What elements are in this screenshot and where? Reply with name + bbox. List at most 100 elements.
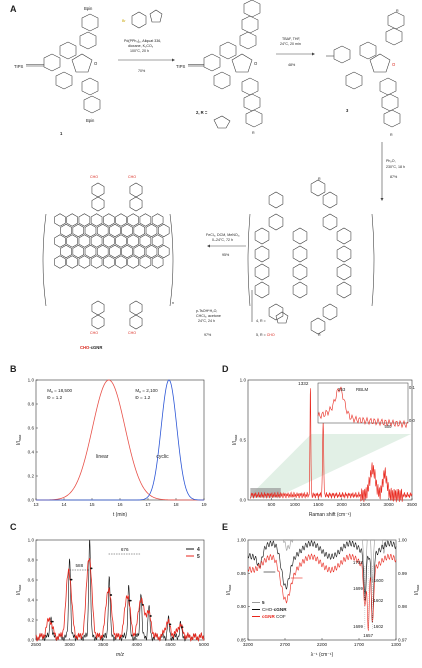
r-polymer-bottom: R <box>318 333 321 337</box>
ring <box>84 223 97 238</box>
peak-label-1602: 1602 <box>373 598 383 603</box>
panel-d-chart: 500 1000 1500 2000 2500 3000 3500 0.0 0.5 1.0 I/Im… <box>232 378 418 519</box>
panel-b-chart: 13 14 15 16 17 18 19 0.0 0.2 0.4 0.6 0.8 1.0 I/Imax t … <box>16 378 207 519</box>
step4-yield: 95% <box>222 253 230 257</box>
plot-frame <box>247 379 413 501</box>
step4-line1: FeCl₃, DCM, MeNO₂, <box>206 233 240 237</box>
annotation-cyclic: Mn = 2,100 <box>135 388 158 394</box>
ring <box>60 244 72 259</box>
ring <box>103 234 115 248</box>
step3-yield: 87% <box>390 175 398 179</box>
y-tick-label: 0.6 <box>28 578 35 583</box>
ring <box>78 213 91 227</box>
ring <box>127 234 139 248</box>
ring <box>254 227 270 245</box>
y-axis-label: I/Imax <box>16 434 22 445</box>
step5-line3: 24°C, 24 h <box>198 319 215 323</box>
step3-line1: Ph₂O, <box>386 159 396 163</box>
step2-line1: TBAF, THF, <box>282 37 301 41</box>
ring <box>292 245 308 263</box>
y-tick-label: 0.6 <box>28 426 35 431</box>
ring <box>151 213 164 227</box>
ring <box>145 223 158 238</box>
series-label-linear: linear <box>96 454 109 460</box>
ring <box>151 255 164 269</box>
ring <box>322 303 338 321</box>
step5-conditions: p-TsOH*H₂O, CHCl₃, acetone 24°C, 24 h 97… <box>196 309 289 337</box>
peak-marker <box>109 594 112 596</box>
compound-5-label: 5, R = CHO <box>256 333 275 337</box>
step5-line2: CHCl₃, acetone <box>196 314 221 318</box>
y-tick-label: 0.90 <box>237 604 246 609</box>
ring <box>336 281 352 299</box>
step3-conditions: Ph₂O, 230°C, 18 h 87% <box>386 159 405 179</box>
legend-label-1: CHO-cGNR <box>262 607 287 612</box>
series-line-linear <box>36 379 204 501</box>
step1-yield: 70% <box>138 69 146 73</box>
peak-label-1699: 1699 <box>353 586 363 591</box>
ring <box>103 213 115 227</box>
step2-line2: 24°C, 20 min <box>280 42 301 46</box>
y2-tick-label: 0.99 <box>398 571 407 576</box>
ring <box>157 244 170 259</box>
step5-yield: 97% <box>204 333 212 337</box>
y-tick-label: 0.4 <box>28 450 35 455</box>
ring <box>310 317 326 335</box>
ketone-o-3: O <box>392 62 396 67</box>
ring <box>115 255 127 269</box>
y2-axis-label: I/Imax <box>414 584 420 595</box>
ring <box>129 196 143 212</box>
y-tick-label: 0.2 <box>28 618 35 623</box>
ring <box>109 223 121 238</box>
y-tick-label: 1.0 <box>28 538 35 543</box>
ring <box>96 244 109 259</box>
compound-2-label: 2, R = <box>196 110 208 115</box>
step1-line3: 100°C, 20 h <box>130 49 149 53</box>
peak-marker <box>129 599 132 602</box>
y-tick-label: 0.8 <box>28 402 35 407</box>
y-axis-label: I/Imax <box>226 584 232 595</box>
annotation-588: 588 <box>76 563 84 568</box>
ring <box>129 182 143 198</box>
peak-label-1657: 1657 <box>363 633 373 638</box>
ring <box>66 213 78 227</box>
legend-label-2: cGNR COF <box>262 614 286 619</box>
raman-spectrum <box>250 388 413 503</box>
ring <box>103 255 115 269</box>
peak-marker <box>50 620 53 623</box>
series-label-cyclic: cyclic <box>156 454 169 460</box>
inset-x-tick: 500 <box>385 424 393 429</box>
ring <box>129 300 143 316</box>
inset-peak-label: 253 <box>338 387 346 392</box>
inset-y-tick-1: 0.1 <box>409 385 415 390</box>
annotation-676: 676 <box>121 547 129 552</box>
x-tick-label: 13 <box>33 502 39 507</box>
zoom-region <box>250 488 281 498</box>
cho-bottom-right: CHO <box>128 331 136 335</box>
y-tick-label: 1.00 <box>237 538 246 543</box>
y2-tick-label: 0.98 <box>398 604 407 609</box>
ir-spectrum-2 <box>247 553 397 631</box>
ring <box>115 234 127 248</box>
x-tick-label: 3500 <box>407 502 418 507</box>
repeat-n: n <box>172 301 174 305</box>
step2-yield: 48% <box>288 63 296 67</box>
panel-e-chart: 3200 2700 2200 1700 1300 0.85 0.90 0.95 1.00 0.97… <box>226 538 420 659</box>
step4-conditions: FeCl₃, DCM, MeNO₂, 0–24°C, 72 h 95% <box>206 233 240 257</box>
peak-marker <box>141 603 144 606</box>
x-tick-label: 2700 <box>280 642 291 647</box>
x-tick-label: 5000 <box>199 642 210 647</box>
ring <box>78 255 91 269</box>
ring <box>268 213 284 231</box>
ring <box>96 223 109 238</box>
y-tick-label: 0.95 <box>237 571 246 576</box>
peak-marker <box>69 578 72 581</box>
panel-label-c: C <box>10 522 17 532</box>
annotation-linear-dispersity: Đ = 1.2 <box>47 395 62 400</box>
compound-1: TIPS O Bpin Bpin 1 <box>14 6 101 136</box>
x-tick-label: 4500 <box>165 642 176 647</box>
ring <box>139 255 152 269</box>
ring <box>90 255 103 269</box>
peak-marker <box>128 599 131 602</box>
bpin-top-label: Bpin <box>84 6 93 11</box>
